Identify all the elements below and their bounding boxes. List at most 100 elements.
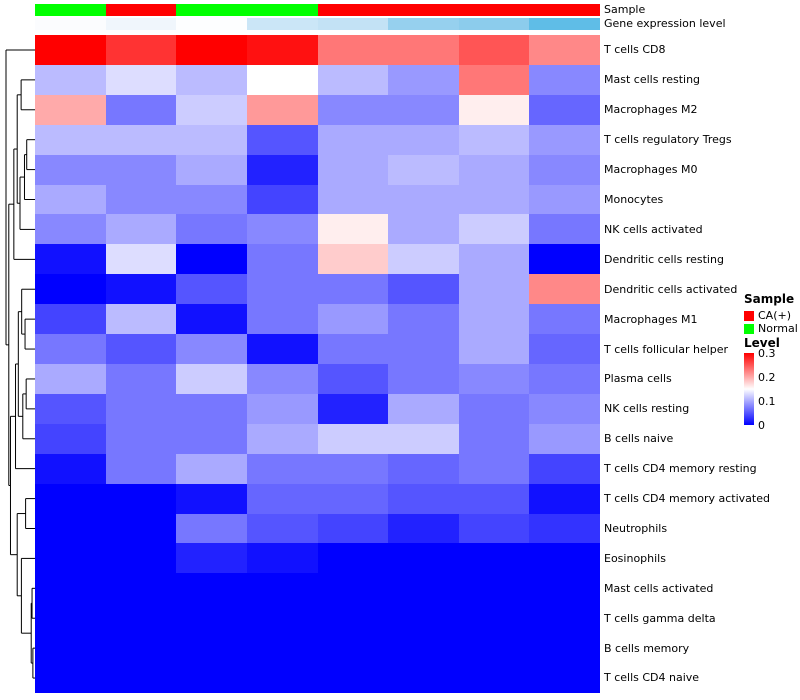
- heatmap-cell: [246, 184, 318, 215]
- heatmap-cell: [246, 274, 318, 305]
- heatmap-cell: [246, 124, 318, 155]
- heatmap-cell: [35, 663, 106, 693]
- heatmap-cell: [35, 393, 106, 424]
- heatmap-cell: [388, 244, 459, 275]
- sample-annotation-bar: [35, 4, 600, 16]
- heatmap-cell: [35, 94, 106, 125]
- heatmap-cell: [176, 124, 247, 155]
- heatmap-cell: [246, 35, 318, 65]
- row-label: Neutrophils: [604, 521, 668, 535]
- heatmap-cell: [317, 663, 389, 693]
- heatmap-cell: [105, 483, 177, 514]
- row-label: Macrophages M1: [604, 312, 698, 326]
- heatmap-cell: [529, 274, 600, 305]
- heatmap-cell: [176, 214, 247, 245]
- heatmap-cell: [317, 274, 389, 305]
- heatmap-cell: [176, 334, 247, 364]
- heatmap-cell: [35, 543, 106, 574]
- heatmap-cell: [246, 214, 318, 245]
- row-label: Dendritic cells resting: [604, 252, 724, 266]
- gene-expression-annotation-cell: [105, 18, 177, 30]
- row-label: T cells gamma delta: [604, 611, 716, 625]
- heatmap-cell: [176, 64, 247, 95]
- heatmap-cell: [529, 453, 600, 484]
- heatmap-cell: [317, 363, 389, 394]
- row-label: T cells CD4 naive: [604, 671, 700, 685]
- sample-annotation-cell: [176, 4, 247, 16]
- heatmap-cell: [317, 214, 389, 245]
- heatmap-cell: [35, 513, 106, 544]
- legend-color-swatch: [744, 310, 754, 321]
- heatmap-cell: [388, 423, 459, 454]
- heatmap-cell: [529, 64, 600, 95]
- heatmap-cell: [317, 334, 389, 364]
- heatmap-cell: [458, 363, 530, 394]
- heatmap-cell: [105, 274, 177, 305]
- sample-legend-item: CA(+): [744, 309, 798, 322]
- heatmap-cell: [105, 214, 177, 245]
- heatmap-cell: [529, 35, 600, 65]
- heatmap-cell: [176, 393, 247, 424]
- heatmap-cell: [246, 393, 318, 424]
- heatmap-cell: [246, 423, 318, 454]
- heatmap-cell: [105, 543, 177, 574]
- level-legend-title: Level: [744, 336, 780, 350]
- heatmap-cell: [105, 35, 177, 65]
- heatmap-cell: [35, 363, 106, 394]
- row-label: Mast cells resting: [604, 73, 701, 87]
- sample-annotation-cell: [458, 4, 530, 16]
- heatmap-cell: [529, 244, 600, 275]
- heatmap-cell: [35, 124, 106, 155]
- heatmap-cell: [105, 423, 177, 454]
- heatmap-cell: [458, 214, 530, 245]
- heatmap-cell: [105, 94, 177, 125]
- heatmap-cell: [529, 603, 600, 634]
- heatmap-cell: [317, 483, 389, 514]
- heatmap-cell: [458, 334, 530, 364]
- heatmap-cell: [246, 573, 318, 604]
- heatmap-cell: [458, 543, 530, 574]
- heatmap-cell: [317, 154, 389, 185]
- sample-annotation-cell: [246, 4, 318, 16]
- heatmap-cell: [458, 423, 530, 454]
- legend-item-label: CA(+): [758, 309, 792, 322]
- heatmap-cell: [529, 154, 600, 185]
- heatmap-cell: [529, 573, 600, 604]
- heatmap-cell: [388, 274, 459, 305]
- heatmap-cell: [458, 573, 530, 604]
- heatmap-cell: [105, 633, 177, 664]
- heatmap-cell: [35, 184, 106, 215]
- sample-legend-title: Sample: [744, 292, 795, 306]
- heatmap-cell: [105, 154, 177, 185]
- heatmap-cell: [176, 304, 247, 335]
- heatmap-cell: [246, 543, 318, 574]
- heatmap-cell: [246, 154, 318, 185]
- heatmap-cell: [317, 393, 389, 424]
- heatmap-cell: [388, 513, 459, 544]
- heatmap-cell: [35, 304, 106, 335]
- heatmap-cell: [388, 124, 459, 155]
- sample-annotation-cell: [105, 4, 177, 16]
- heatmap-cell: [105, 244, 177, 275]
- heatmap-cell: [105, 453, 177, 484]
- heatmap-cell: [246, 244, 318, 275]
- heatmap-cell: [176, 423, 247, 454]
- heatmap-cell: [246, 64, 318, 95]
- heatmap-cell: [529, 393, 600, 424]
- heatmap-cell: [388, 543, 459, 574]
- heatmap-cell: [317, 184, 389, 215]
- heatmap-cell: [317, 423, 389, 454]
- heatmap-cell: [458, 35, 530, 65]
- heatmap-cell: [176, 363, 247, 394]
- heatmap-cell: [317, 543, 389, 574]
- heatmap-cell: [317, 94, 389, 125]
- heatmap-cell: [317, 35, 389, 65]
- level-tick-label: 0: [758, 419, 765, 432]
- heatmap-cell: [529, 483, 600, 514]
- heatmap-cell: [176, 633, 247, 664]
- sample-legend-items: CA(+) Normal: [744, 309, 798, 335]
- heatmap-cell: [246, 603, 318, 634]
- heatmap-cell: [246, 94, 318, 125]
- heatmap-cell: [105, 124, 177, 155]
- heatmap-cell: [458, 184, 530, 215]
